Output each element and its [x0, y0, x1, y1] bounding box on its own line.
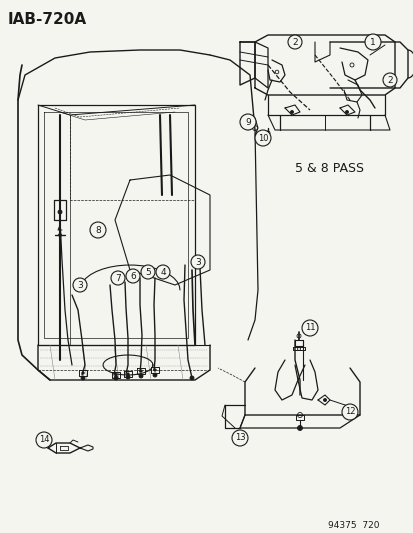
Text: 4: 4 [160, 268, 166, 277]
Circle shape [126, 269, 140, 283]
Circle shape [190, 376, 194, 380]
Circle shape [36, 432, 52, 448]
Text: 1: 1 [369, 37, 375, 46]
Text: 14: 14 [39, 435, 49, 445]
Circle shape [73, 278, 87, 292]
Circle shape [287, 35, 301, 49]
Circle shape [240, 114, 255, 130]
Circle shape [140, 370, 142, 372]
Circle shape [82, 372, 84, 374]
Circle shape [156, 265, 170, 279]
Text: 6: 6 [130, 271, 135, 280]
Text: 10: 10 [257, 133, 268, 142]
Circle shape [111, 271, 125, 285]
Circle shape [153, 373, 157, 377]
Circle shape [114, 376, 118, 380]
Circle shape [90, 222, 106, 238]
Text: IAB-720A: IAB-720A [8, 12, 87, 27]
Circle shape [81, 376, 85, 380]
Circle shape [301, 320, 317, 336]
Text: 2: 2 [386, 76, 392, 85]
Circle shape [58, 210, 62, 214]
Text: 11: 11 [304, 324, 314, 333]
Text: 94375  720: 94375 720 [328, 521, 379, 529]
Circle shape [190, 255, 204, 269]
Circle shape [341, 404, 357, 420]
Text: 2: 2 [292, 37, 297, 46]
Circle shape [345, 110, 348, 114]
Circle shape [290, 110, 293, 114]
Text: 13: 13 [234, 433, 245, 442]
Circle shape [382, 73, 396, 87]
Circle shape [139, 374, 142, 378]
Text: 3: 3 [77, 280, 83, 289]
Text: 8: 8 [95, 225, 101, 235]
Circle shape [114, 374, 117, 376]
Circle shape [323, 399, 326, 401]
Circle shape [153, 369, 156, 371]
Text: 5 & 8 PASS: 5 & 8 PASS [294, 161, 363, 174]
Text: 9: 9 [244, 117, 250, 126]
Text: 3: 3 [195, 257, 200, 266]
Text: 7: 7 [115, 273, 121, 282]
Text: 5: 5 [145, 268, 150, 277]
Circle shape [126, 373, 129, 375]
Circle shape [297, 425, 302, 431]
Circle shape [364, 34, 380, 50]
Text: 12: 12 [344, 408, 354, 416]
Circle shape [254, 130, 271, 146]
Circle shape [265, 135, 270, 141]
Circle shape [231, 430, 247, 446]
Circle shape [126, 375, 130, 379]
Circle shape [141, 265, 154, 279]
